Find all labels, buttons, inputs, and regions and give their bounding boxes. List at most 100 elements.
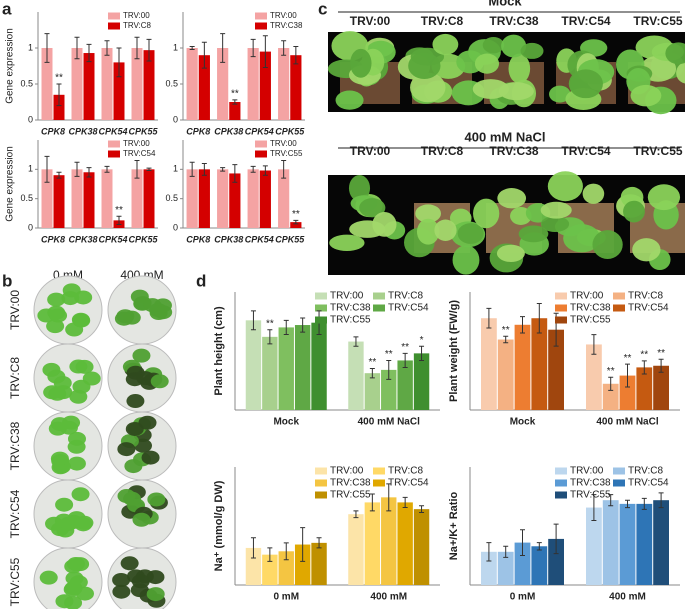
legend-swatch <box>315 479 327 487</box>
x-tick-label: CPK38 <box>214 126 243 136</box>
error-bar <box>402 352 408 369</box>
leaf-disc <box>117 442 136 457</box>
bar <box>311 542 327 585</box>
leaf <box>592 230 623 259</box>
legend-label: TRV:C54 <box>123 149 156 158</box>
x-tick-label: CPK8 <box>41 234 65 244</box>
error-bar <box>419 345 425 361</box>
row-label: TRV:C55 <box>8 557 22 606</box>
leaf <box>676 62 685 84</box>
leaf <box>408 52 441 79</box>
error-bar <box>74 161 80 177</box>
significance: ** <box>502 325 510 336</box>
photo-label: TRV:C8 <box>421 144 464 158</box>
photo-label: TRV:C54 <box>561 14 610 28</box>
leaf-disc <box>132 512 151 527</box>
bar <box>259 170 271 228</box>
error-bar <box>369 493 375 512</box>
bar <box>113 62 125 120</box>
dish <box>33 479 103 549</box>
legend-label: TRV:C55 <box>570 490 611 501</box>
error-bar <box>658 492 664 509</box>
panel-label: a <box>2 0 12 18</box>
leaf <box>547 171 583 202</box>
bar <box>71 48 83 120</box>
leaf-disc <box>69 575 88 590</box>
bar <box>131 169 143 228</box>
error-bar <box>281 160 287 179</box>
bar <box>53 94 65 120</box>
error-bar <box>146 38 152 62</box>
error-bar <box>232 164 238 183</box>
bar <box>143 169 155 228</box>
leaf <box>520 42 544 59</box>
leaf-disc <box>47 369 66 384</box>
x-tick-label: CPK38 <box>68 234 97 244</box>
leaf-disc <box>69 359 88 374</box>
error-bar <box>189 46 195 50</box>
error-bar <box>146 167 152 172</box>
leaf <box>498 82 534 101</box>
error-bar <box>220 33 226 63</box>
x-tick-label: CPK55 <box>128 234 158 244</box>
bar <box>619 503 636 585</box>
legend-label: TRV:C54 <box>628 303 669 314</box>
bar <box>229 102 241 120</box>
x-tick-label: 0 mM <box>273 592 299 603</box>
leaf <box>568 69 603 99</box>
legend-swatch <box>613 292 625 300</box>
legend-label: TRV:C55 <box>330 490 371 501</box>
panel-label: b <box>2 271 12 290</box>
bar <box>262 336 278 410</box>
bar <box>41 169 53 228</box>
error-bar <box>104 40 110 56</box>
significance: * <box>420 335 424 346</box>
error-bar <box>134 160 140 179</box>
error-bar <box>386 359 392 380</box>
bar <box>497 339 514 410</box>
x-tick-label: CPK55 <box>275 126 305 136</box>
legend-swatch <box>555 479 567 487</box>
leaf <box>415 204 442 223</box>
bar <box>653 500 669 585</box>
bar <box>290 55 302 121</box>
leaf <box>348 174 371 202</box>
error-bar <box>104 165 110 173</box>
error-bar <box>116 47 122 78</box>
leaf-disc <box>64 595 83 609</box>
bar <box>348 514 364 585</box>
bar <box>217 169 229 228</box>
leaf-disc <box>71 312 90 327</box>
photo-title: 400 mM NaCl <box>465 129 546 144</box>
bar <box>497 551 514 585</box>
leaf <box>474 53 500 74</box>
leaf-disc <box>75 515 94 530</box>
bar <box>481 551 497 585</box>
x-tick-label: CPK8 <box>186 126 210 136</box>
bar <box>278 169 290 228</box>
leaf-disc <box>124 459 143 474</box>
bar <box>514 542 531 585</box>
leaf-disc <box>47 292 66 307</box>
legend-label: TRV:00 <box>330 291 364 302</box>
error-bar <box>300 317 306 333</box>
bar <box>397 360 413 410</box>
legend-label: TRV:C55 <box>270 149 303 158</box>
bar <box>101 169 113 228</box>
x-tick-label: CPK38 <box>68 126 97 136</box>
significance: ** <box>55 73 63 84</box>
y-tick-label: 1 <box>28 164 33 174</box>
bar <box>481 318 497 410</box>
leaf <box>582 183 605 204</box>
bar <box>290 222 302 228</box>
error-bar <box>250 310 256 331</box>
leaf-disc <box>62 415 81 430</box>
leaf <box>549 85 571 103</box>
error-bar <box>220 167 226 172</box>
bar <box>278 48 290 120</box>
error-bar <box>503 335 509 344</box>
significance: ** <box>292 209 300 220</box>
x-tick-label: CPK55 <box>275 234 305 244</box>
error-bar <box>608 494 614 507</box>
